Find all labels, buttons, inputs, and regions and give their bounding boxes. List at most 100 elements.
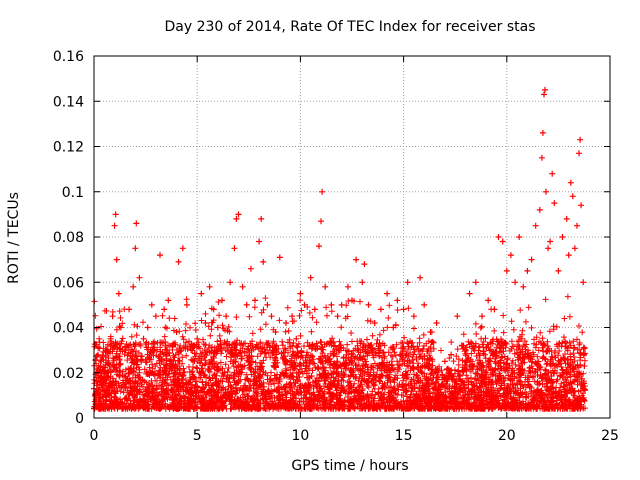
data-point <box>551 200 558 207</box>
y-tick-label: 0.06 <box>53 275 84 291</box>
data-point <box>567 179 574 186</box>
data-point <box>152 313 159 320</box>
y-tick-label: 0.1 <box>62 185 84 201</box>
y-tick-label: 0.14 <box>53 94 84 110</box>
data-point <box>144 324 151 331</box>
data-point <box>311 306 318 313</box>
data-point <box>503 267 510 274</box>
data-point <box>202 320 209 326</box>
data-point <box>183 301 190 308</box>
data-point <box>371 320 378 326</box>
data-point <box>194 335 201 342</box>
data-point <box>132 245 139 252</box>
data-point <box>466 290 473 297</box>
data-point <box>252 297 258 304</box>
data-point <box>307 274 314 281</box>
chart-title: Day 230 of 2014, Rate Of TEC Index for r… <box>164 19 535 35</box>
y-tick-label: 0 <box>75 411 84 427</box>
data-point <box>95 365 102 372</box>
data-point <box>126 306 133 313</box>
data-point <box>536 206 543 213</box>
data-point <box>394 297 401 304</box>
data-point <box>520 283 527 290</box>
data-point <box>301 301 308 308</box>
data-point <box>421 301 428 308</box>
data-point <box>175 258 182 265</box>
y-tick-label: 0.08 <box>53 230 84 246</box>
data-point <box>260 258 267 265</box>
point-cloud-path <box>91 293 589 412</box>
data-point <box>549 170 556 177</box>
data-point <box>319 188 326 195</box>
data-point <box>541 91 547 98</box>
data-point <box>297 290 304 297</box>
data-point <box>111 222 118 229</box>
data-point <box>219 297 225 304</box>
data-point <box>538 154 545 161</box>
x-tick-label: 20 <box>498 428 516 444</box>
data-point <box>427 329 434 335</box>
data-point <box>524 267 531 274</box>
data-point <box>101 387 108 394</box>
data-point <box>117 324 124 331</box>
data-point <box>247 265 254 272</box>
data-point <box>188 347 194 354</box>
data-point <box>322 283 329 290</box>
data-point <box>157 252 163 259</box>
data-point <box>344 283 351 290</box>
data-point <box>239 283 246 290</box>
y-tick-label: 0.12 <box>53 140 84 156</box>
data-point <box>113 256 120 263</box>
data-point <box>580 279 587 286</box>
data-point <box>231 245 238 252</box>
data-point <box>485 297 492 304</box>
data-point <box>210 306 217 313</box>
data-point <box>563 215 570 222</box>
data-point <box>243 301 250 308</box>
data-point <box>390 324 397 331</box>
y-axis-label: ROTI / TECUs <box>6 192 22 284</box>
data-point <box>318 218 324 225</box>
data-point <box>574 222 580 229</box>
data-point <box>214 324 221 331</box>
data-point <box>256 238 263 245</box>
data-point <box>559 234 566 240</box>
data-point <box>578 202 585 209</box>
data-point <box>555 267 562 274</box>
data-point <box>479 313 485 320</box>
data-point <box>338 301 345 308</box>
data-point <box>547 238 554 245</box>
data-point <box>293 335 300 342</box>
data-point <box>264 301 271 308</box>
data-point <box>103 347 110 354</box>
data-point <box>528 256 535 263</box>
data-point <box>384 290 391 297</box>
y-tick-label: 0.16 <box>53 49 84 65</box>
data-point <box>472 279 479 286</box>
data-point <box>112 211 119 218</box>
data-point <box>495 234 502 240</box>
data-point <box>448 351 455 358</box>
data-point <box>491 306 498 313</box>
y-tick-label: 0.04 <box>53 321 84 337</box>
dense-point-cloud <box>91 293 589 412</box>
data-point <box>577 136 584 143</box>
data-point <box>206 283 213 290</box>
data-point <box>223 313 230 320</box>
data-point <box>130 283 137 290</box>
x-axis-label: GPS time / hours <box>291 458 408 474</box>
data-point <box>169 342 176 349</box>
data-point <box>349 297 355 304</box>
data-point <box>122 347 128 354</box>
data-point <box>105 369 112 376</box>
x-tick-label: 5 <box>193 428 202 444</box>
data-point <box>115 290 122 297</box>
data-point <box>545 245 552 252</box>
data-point <box>233 215 240 222</box>
data-point <box>140 335 147 342</box>
data-point <box>542 86 548 93</box>
data-point <box>353 256 360 263</box>
data-point <box>565 252 572 259</box>
data-point <box>507 252 514 259</box>
